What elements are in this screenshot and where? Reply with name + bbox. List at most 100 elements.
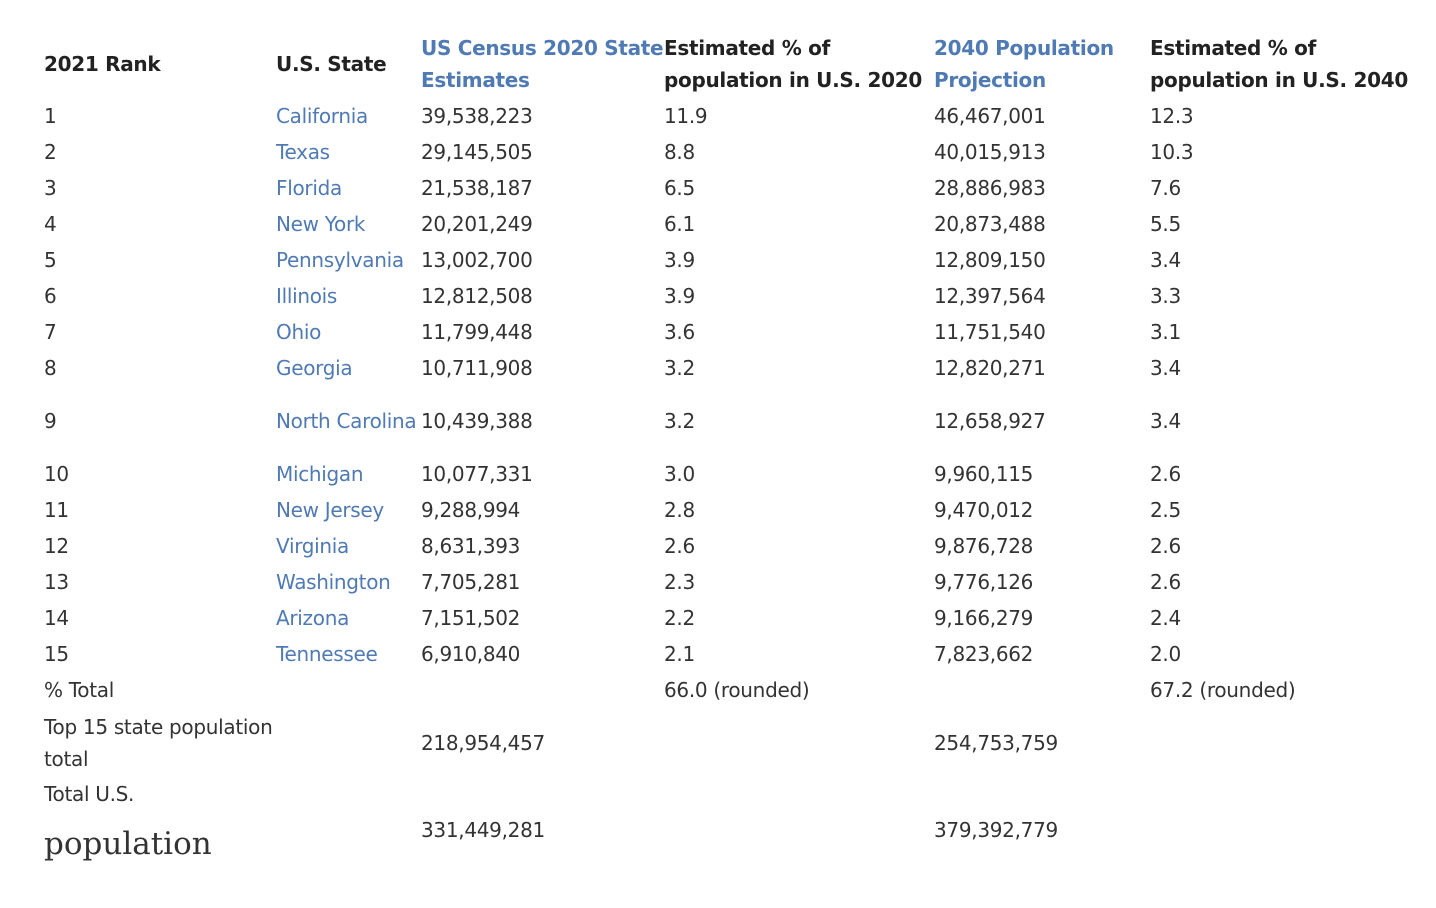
pct-2020-cell: 3.0 bbox=[664, 462, 695, 486]
pct-2040-cell: 12.3 bbox=[1150, 104, 1194, 128]
pct-2020-cell: 3.2 bbox=[664, 356, 695, 380]
pct-2020-cell: 11.9 bbox=[664, 104, 708, 128]
population-table: 2021 Rank U.S. State US Census 2020 Stat… bbox=[44, 30, 1424, 882]
pct-2020-cell: 8.8 bbox=[664, 140, 695, 164]
top15-total-2020: 218,954,457 bbox=[421, 731, 545, 755]
header-census-link[interactable]: US Census 2020 State Estimates bbox=[421, 36, 664, 92]
pop-2040-cell: 12,658,927 bbox=[934, 409, 1046, 433]
pop-2040-cell: 9,776,126 bbox=[934, 570, 1034, 594]
pop-2020-cell: 20,201,249 bbox=[421, 212, 533, 236]
rank-cell: 3 bbox=[44, 176, 57, 200]
state-link[interactable]: New Jersey bbox=[276, 498, 384, 522]
rank-cell: 10 bbox=[44, 462, 69, 486]
pct-2040-cell: 2.4 bbox=[1150, 606, 1181, 630]
pct-2020-cell: 6.5 bbox=[664, 176, 695, 200]
pop-2020-cell: 12,812,508 bbox=[421, 284, 533, 308]
top15-total-row: Top 15 state population total 218,954,45… bbox=[44, 708, 1424, 778]
rank-cell: 6 bbox=[44, 284, 57, 308]
pct-2020-cell: 2.1 bbox=[664, 642, 695, 666]
pop-2040-cell: 9,166,279 bbox=[934, 606, 1034, 630]
us-total-2020: 331,449,281 bbox=[421, 818, 545, 842]
pct-2040-cell: 3.4 bbox=[1150, 248, 1181, 272]
header-pct-2040: Estimated % of population in U.S. 2040 bbox=[1150, 36, 1408, 92]
state-link[interactable]: Florida bbox=[276, 176, 342, 200]
pct-2040-cell: 2.6 bbox=[1150, 462, 1181, 486]
header-projection-link[interactable]: 2040 Population Projection bbox=[934, 36, 1114, 92]
header-pct-2020: Estimated % of population in U.S. 2020 bbox=[664, 36, 922, 92]
table-row: 13 Washington 7,705,281 2.3 9,776,126 2.… bbox=[44, 564, 1424, 600]
table-row: 4 New York 20,201,249 6.1 20,873,488 5.5 bbox=[44, 206, 1424, 242]
pct-total-label: % Total bbox=[44, 678, 114, 702]
rank-cell: 2 bbox=[44, 140, 57, 164]
pop-2020-cell: 7,151,502 bbox=[421, 606, 521, 630]
pop-2020-cell: 29,145,505 bbox=[421, 140, 533, 164]
pop-2020-cell: 10,711,908 bbox=[421, 356, 533, 380]
pop-2020-cell: 10,077,331 bbox=[421, 462, 533, 486]
state-link[interactable]: Ohio bbox=[276, 320, 322, 344]
rank-cell: 1 bbox=[44, 104, 57, 128]
state-link[interactable]: Virginia bbox=[276, 534, 350, 558]
rank-cell: 14 bbox=[44, 606, 69, 630]
state-link[interactable]: Washington bbox=[276, 570, 391, 594]
table-row: 11 New Jersey 9,288,994 2.8 9,470,012 2.… bbox=[44, 492, 1424, 528]
us-total-label: Total U.S. bbox=[44, 782, 135, 806]
state-link[interactable]: Texas bbox=[276, 140, 330, 164]
rank-cell: 15 bbox=[44, 642, 69, 666]
state-link[interactable]: Georgia bbox=[276, 356, 353, 380]
pop-2020-cell: 39,538,223 bbox=[421, 104, 533, 128]
pct-2040-cell: 2.6 bbox=[1150, 534, 1181, 558]
rank-cell: 8 bbox=[44, 356, 57, 380]
us-total-label-population: population bbox=[44, 826, 212, 862]
pop-2020-cell: 11,799,448 bbox=[421, 320, 533, 344]
pop-2040-cell: 9,876,728 bbox=[934, 534, 1034, 558]
pop-2040-cell: 20,873,488 bbox=[934, 212, 1046, 236]
state-link[interactable]: Pennsylvania bbox=[276, 248, 404, 272]
table-header-row: 2021 Rank U.S. State US Census 2020 Stat… bbox=[44, 30, 1424, 98]
pct-2020-cell: 3.6 bbox=[664, 320, 695, 344]
table-row: 6 Illinois 12,812,508 3.9 12,397,564 3.3 bbox=[44, 278, 1424, 314]
table-row: 10 Michigan 10,077,331 3.0 9,960,115 2.6 bbox=[44, 456, 1424, 492]
rank-cell: 7 bbox=[44, 320, 57, 344]
pop-2020-cell: 9,288,994 bbox=[421, 498, 521, 522]
pop-2040-cell: 9,470,012 bbox=[934, 498, 1034, 522]
table-body: 1 California 39,538,223 11.9 46,467,001 … bbox=[44, 98, 1424, 882]
pct-2020-cell: 2.8 bbox=[664, 498, 695, 522]
state-link[interactable]: New York bbox=[276, 212, 366, 236]
pct-2020-cell: 6.1 bbox=[664, 212, 695, 236]
pct-2040-cell: 3.1 bbox=[1150, 320, 1181, 344]
pop-2040-cell: 28,886,983 bbox=[934, 176, 1046, 200]
state-link[interactable]: Michigan bbox=[276, 462, 364, 486]
header-state: U.S. State bbox=[276, 52, 387, 76]
state-link[interactable]: California bbox=[276, 104, 368, 128]
pop-2040-cell: 9,960,115 bbox=[934, 462, 1034, 486]
population-table-container: 2021 Rank U.S. State US Census 2020 Stat… bbox=[44, 30, 1424, 882]
pct-total-2020: 66.0 (rounded) bbox=[664, 678, 810, 702]
state-link[interactable]: Tennessee bbox=[276, 642, 378, 666]
table-row: 12 Virginia 8,631,393 2.6 9,876,728 2.6 bbox=[44, 528, 1424, 564]
pct-2040-cell: 3.3 bbox=[1150, 284, 1181, 308]
pct-2020-cell: 2.2 bbox=[664, 606, 695, 630]
table-row: 8 Georgia 10,711,908 3.2 12,820,271 3.4 bbox=[44, 350, 1424, 386]
pct-2020-cell: 3.9 bbox=[664, 284, 695, 308]
pct-2040-cell: 2.0 bbox=[1150, 642, 1181, 666]
table-row: 14 Arizona 7,151,502 2.2 9,166,279 2.4 bbox=[44, 600, 1424, 636]
pct-2040-cell: 7.6 bbox=[1150, 176, 1181, 200]
pct-total-2040: 67.2 (rounded) bbox=[1150, 678, 1296, 702]
pct-total-row: % Total 66.0 (rounded) 67.2 (rounded) bbox=[44, 672, 1424, 708]
pct-2040-cell: 3.4 bbox=[1150, 409, 1181, 433]
state-link[interactable]: North Carolina bbox=[276, 409, 417, 433]
pop-2020-cell: 8,631,393 bbox=[421, 534, 521, 558]
rank-cell: 9 bbox=[44, 409, 57, 433]
rank-cell: 5 bbox=[44, 248, 57, 272]
state-link[interactable]: Illinois bbox=[276, 284, 338, 308]
table-row: 3 Florida 21,538,187 6.5 28,886,983 7.6 bbox=[44, 170, 1424, 206]
top15-total-label: Top 15 state population total bbox=[44, 715, 273, 771]
pop-2040-cell: 7,823,662 bbox=[934, 642, 1034, 666]
table-row: 5 Pennsylvania 13,002,700 3.9 12,809,150… bbox=[44, 242, 1424, 278]
state-link[interactable]: Arizona bbox=[276, 606, 350, 630]
pop-2020-cell: 6,910,840 bbox=[421, 642, 521, 666]
rank-cell: 4 bbox=[44, 212, 57, 236]
pop-2040-cell: 40,015,913 bbox=[934, 140, 1046, 164]
pct-2040-cell: 5.5 bbox=[1150, 212, 1181, 236]
pop-2040-cell: 12,820,271 bbox=[934, 356, 1046, 380]
